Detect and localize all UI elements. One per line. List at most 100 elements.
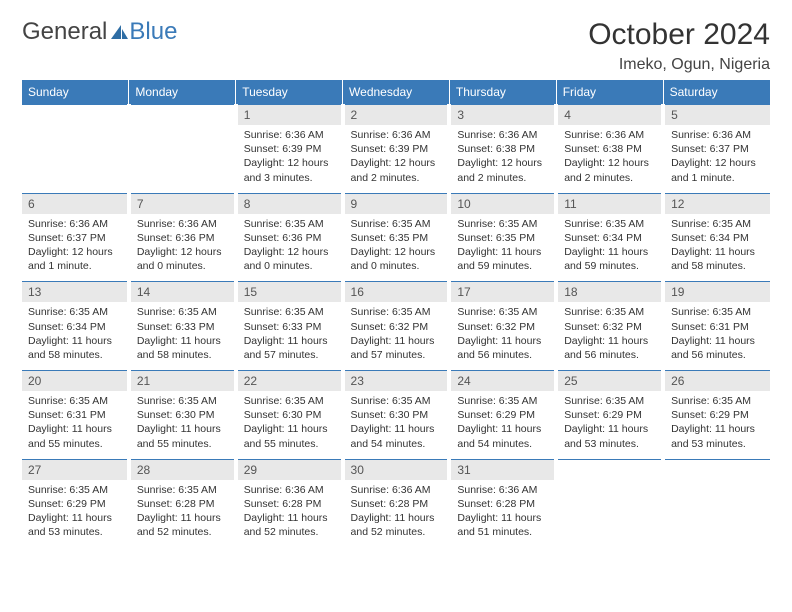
day-details: Sunrise: 6:35 AMSunset: 6:31 PMDaylight:… xyxy=(665,302,770,370)
day-number: 17 xyxy=(451,282,554,302)
calendar-cell: 4Sunrise: 6:36 AMSunset: 6:38 PMDaylight… xyxy=(556,105,663,194)
sail-icon xyxy=(109,23,129,41)
day-number: 5 xyxy=(665,105,770,125)
day-details: Sunrise: 6:35 AMSunset: 6:35 PMDaylight:… xyxy=(345,214,448,282)
calendar-cell: 5Sunrise: 6:36 AMSunset: 6:37 PMDaylight… xyxy=(663,105,770,194)
calendar-cell: 20Sunrise: 6:35 AMSunset: 6:31 PMDayligh… xyxy=(22,371,129,460)
calendar-week-row: 6Sunrise: 6:36 AMSunset: 6:37 PMDaylight… xyxy=(22,193,770,282)
calendar-cell: 3Sunrise: 6:36 AMSunset: 6:38 PMDaylight… xyxy=(449,105,556,194)
day-details: Sunrise: 6:36 AMSunset: 6:28 PMDaylight:… xyxy=(238,480,341,548)
day-number: 13 xyxy=(22,282,127,302)
day-details: Sunrise: 6:35 AMSunset: 6:31 PMDaylight:… xyxy=(22,391,127,459)
day-details: Sunrise: 6:36 AMSunset: 6:36 PMDaylight:… xyxy=(131,214,234,282)
calendar-cell: 22Sunrise: 6:35 AMSunset: 6:30 PMDayligh… xyxy=(236,371,343,460)
calendar-cell: 1Sunrise: 6:36 AMSunset: 6:39 PMDaylight… xyxy=(236,105,343,194)
weekday-header: Friday xyxy=(556,80,663,105)
day-number: 9 xyxy=(345,194,448,214)
calendar-cell: 15Sunrise: 6:35 AMSunset: 6:33 PMDayligh… xyxy=(236,282,343,371)
day-details: Sunrise: 6:35 AMSunset: 6:34 PMDaylight:… xyxy=(558,214,661,282)
calendar-cell: 14Sunrise: 6:35 AMSunset: 6:33 PMDayligh… xyxy=(129,282,236,371)
calendar-cell: 29Sunrise: 6:36 AMSunset: 6:28 PMDayligh… xyxy=(236,459,343,547)
calendar-cell: 13Sunrise: 6:35 AMSunset: 6:34 PMDayligh… xyxy=(22,282,129,371)
day-details: Sunrise: 6:36 AMSunset: 6:28 PMDaylight:… xyxy=(451,480,554,548)
day-number: 14 xyxy=(131,282,234,302)
day-number: 23 xyxy=(345,371,448,391)
brand-word2: Blue xyxy=(129,18,177,46)
calendar-cell: 2Sunrise: 6:36 AMSunset: 6:39 PMDaylight… xyxy=(343,105,450,194)
day-details: Sunrise: 6:35 AMSunset: 6:29 PMDaylight:… xyxy=(22,480,127,548)
calendar-cell xyxy=(663,459,770,547)
day-details: Sunrise: 6:36 AMSunset: 6:37 PMDaylight:… xyxy=(22,214,127,282)
day-number: 18 xyxy=(558,282,661,302)
day-number: 2 xyxy=(345,105,448,125)
day-number: 10 xyxy=(451,194,554,214)
day-number: 30 xyxy=(345,460,448,480)
weekday-header: Sunday xyxy=(22,80,129,105)
day-number: 15 xyxy=(238,282,341,302)
day-details: Sunrise: 6:35 AMSunset: 6:30 PMDaylight:… xyxy=(345,391,448,459)
calendar-cell: 12Sunrise: 6:35 AMSunset: 6:34 PMDayligh… xyxy=(663,193,770,282)
day-details: Sunrise: 6:35 AMSunset: 6:30 PMDaylight:… xyxy=(238,391,341,459)
calendar-cell: 7Sunrise: 6:36 AMSunset: 6:36 PMDaylight… xyxy=(129,193,236,282)
day-number: 16 xyxy=(345,282,448,302)
page-title: October 2024 xyxy=(588,18,770,52)
day-details: Sunrise: 6:35 AMSunset: 6:35 PMDaylight:… xyxy=(451,214,554,282)
day-number: 19 xyxy=(665,282,770,302)
day-number: 11 xyxy=(558,194,661,214)
day-details: Sunrise: 6:35 AMSunset: 6:34 PMDaylight:… xyxy=(665,214,770,282)
day-number: 7 xyxy=(131,194,234,214)
day-details: Sunrise: 6:35 AMSunset: 6:32 PMDaylight:… xyxy=(451,302,554,370)
day-details: Sunrise: 6:35 AMSunset: 6:30 PMDaylight:… xyxy=(131,391,234,459)
weekday-header: Thursday xyxy=(449,80,556,105)
calendar-cell: 26Sunrise: 6:35 AMSunset: 6:29 PMDayligh… xyxy=(663,371,770,460)
calendar-cell xyxy=(556,459,663,547)
day-number: 24 xyxy=(451,371,554,391)
calendar-cell: 19Sunrise: 6:35 AMSunset: 6:31 PMDayligh… xyxy=(663,282,770,371)
day-details: Sunrise: 6:35 AMSunset: 6:29 PMDaylight:… xyxy=(558,391,661,459)
day-details: Sunrise: 6:36 AMSunset: 6:37 PMDaylight:… xyxy=(665,125,770,193)
calendar-cell: 31Sunrise: 6:36 AMSunset: 6:28 PMDayligh… xyxy=(449,459,556,547)
day-number: 28 xyxy=(131,460,234,480)
day-details: Sunrise: 6:35 AMSunset: 6:33 PMDaylight:… xyxy=(238,302,341,370)
calendar-cell: 8Sunrise: 6:35 AMSunset: 6:36 PMDaylight… xyxy=(236,193,343,282)
calendar-cell: 9Sunrise: 6:35 AMSunset: 6:35 PMDaylight… xyxy=(343,193,450,282)
day-number: 31 xyxy=(451,460,554,480)
day-details: Sunrise: 6:36 AMSunset: 6:38 PMDaylight:… xyxy=(558,125,661,193)
calendar-cell: 6Sunrise: 6:36 AMSunset: 6:37 PMDaylight… xyxy=(22,193,129,282)
calendar-cell: 23Sunrise: 6:35 AMSunset: 6:30 PMDayligh… xyxy=(343,371,450,460)
weekday-header-row: SundayMondayTuesdayWednesdayThursdayFrid… xyxy=(22,80,770,105)
day-details: Sunrise: 6:36 AMSunset: 6:39 PMDaylight:… xyxy=(238,125,341,193)
day-details: Sunrise: 6:35 AMSunset: 6:34 PMDaylight:… xyxy=(22,302,127,370)
calendar-cell: 18Sunrise: 6:35 AMSunset: 6:32 PMDayligh… xyxy=(556,282,663,371)
calendar-cell: 16Sunrise: 6:35 AMSunset: 6:32 PMDayligh… xyxy=(343,282,450,371)
day-number: 27 xyxy=(22,460,127,480)
brand-word1: General xyxy=(22,18,107,46)
day-number: 1 xyxy=(238,105,341,125)
weekday-header: Tuesday xyxy=(236,80,343,105)
day-details: Sunrise: 6:35 AMSunset: 6:36 PMDaylight:… xyxy=(238,214,341,282)
calendar-cell: 17Sunrise: 6:35 AMSunset: 6:32 PMDayligh… xyxy=(449,282,556,371)
day-details: Sunrise: 6:36 AMSunset: 6:28 PMDaylight:… xyxy=(345,480,448,548)
calendar-cell: 25Sunrise: 6:35 AMSunset: 6:29 PMDayligh… xyxy=(556,371,663,460)
calendar-cell xyxy=(129,105,236,194)
location-text: Imeko, Ogun, Nigeria xyxy=(22,56,770,74)
calendar-cell: 28Sunrise: 6:35 AMSunset: 6:28 PMDayligh… xyxy=(129,459,236,547)
day-number: 4 xyxy=(558,105,661,125)
calendar-cell: 21Sunrise: 6:35 AMSunset: 6:30 PMDayligh… xyxy=(129,371,236,460)
day-details: Sunrise: 6:36 AMSunset: 6:39 PMDaylight:… xyxy=(345,125,448,193)
day-details: Sunrise: 6:35 AMSunset: 6:33 PMDaylight:… xyxy=(131,302,234,370)
calendar-week-row: 1Sunrise: 6:36 AMSunset: 6:39 PMDaylight… xyxy=(22,105,770,194)
day-number: 12 xyxy=(665,194,770,214)
calendar-week-row: 20Sunrise: 6:35 AMSunset: 6:31 PMDayligh… xyxy=(22,371,770,460)
weekday-header: Monday xyxy=(129,80,236,105)
calendar-cell: 30Sunrise: 6:36 AMSunset: 6:28 PMDayligh… xyxy=(343,459,450,547)
calendar-cell: 24Sunrise: 6:35 AMSunset: 6:29 PMDayligh… xyxy=(449,371,556,460)
day-details: Sunrise: 6:35 AMSunset: 6:29 PMDaylight:… xyxy=(451,391,554,459)
day-number: 29 xyxy=(238,460,341,480)
day-number: 22 xyxy=(238,371,341,391)
calendar-cell: 11Sunrise: 6:35 AMSunset: 6:34 PMDayligh… xyxy=(556,193,663,282)
day-number: 3 xyxy=(451,105,554,125)
day-details: Sunrise: 6:35 AMSunset: 6:28 PMDaylight:… xyxy=(131,480,234,548)
day-number: 26 xyxy=(665,371,770,391)
brand-logo: General Blue xyxy=(22,18,177,46)
